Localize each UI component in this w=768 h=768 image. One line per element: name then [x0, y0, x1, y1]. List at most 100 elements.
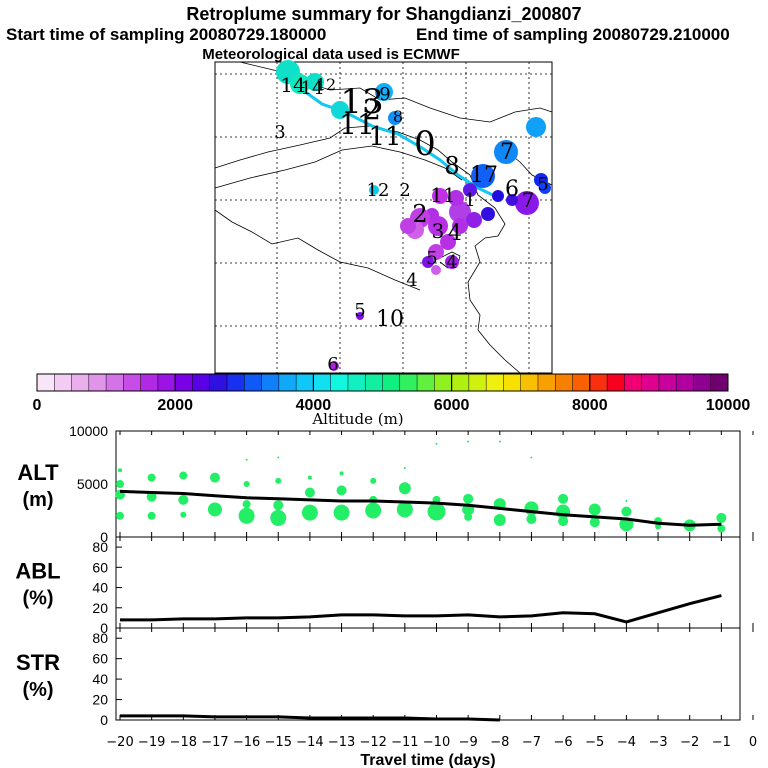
map-day-label-2: 12 — [316, 75, 336, 94]
map-bubble-32 — [400, 218, 416, 234]
colorbar-cell-33 — [607, 374, 625, 391]
alt-point-35 — [467, 440, 470, 443]
map-bubble-26 — [422, 256, 434, 268]
map-day-label-5: 3 — [274, 122, 285, 143]
colorbar-tick-label-5: 10000 — [706, 397, 751, 414]
alt-point-4 — [147, 473, 156, 482]
map-day-label-6: 11 — [339, 108, 375, 141]
map-coastline-5 — [439, 251, 461, 269]
map-bubble-11 — [515, 191, 539, 215]
map-day-label-16: 17 — [470, 163, 498, 188]
x-tick-label-0: −20 — [106, 735, 133, 750]
colorbar-cell-18 — [347, 374, 366, 391]
colorbar-cell-4 — [106, 374, 124, 391]
map-bubble-18 — [432, 188, 448, 204]
colorbar-cell-10 — [209, 374, 228, 391]
x-tick-label-12: −8 — [490, 735, 509, 750]
x-tick-label-8: −12 — [359, 735, 386, 750]
alt-point-28 — [365, 502, 382, 519]
map-bubble-27 — [431, 265, 441, 275]
alt-point-10 — [209, 472, 220, 483]
colorbar-cell-20 — [382, 374, 401, 391]
alt-point-34 — [427, 502, 446, 521]
map-coastline-1 — [214, 145, 463, 189]
map-day-label-3: 13 — [340, 82, 383, 122]
alt-point-14 — [242, 500, 251, 509]
str-title: STR — [16, 650, 60, 675]
abl-ytick-label-4: 80 — [92, 539, 108, 555]
alt-point-18 — [273, 500, 284, 511]
str-panel-frame — [115, 627, 741, 721]
alt-unit: (m) — [22, 489, 53, 511]
alt-point-6 — [147, 511, 156, 520]
map-day-label-1: 14 — [301, 78, 324, 99]
alt-point-9 — [180, 511, 187, 518]
colorbar-cell-26 — [486, 374, 504, 391]
x-axis-title: Travel time (days) — [360, 752, 495, 768]
alt-point-13 — [243, 481, 250, 487]
alt-point-36 — [463, 493, 474, 504]
alt-point-38 — [464, 512, 473, 521]
alt-point-3 — [116, 511, 124, 520]
x-tick-label-18: −2 — [680, 735, 699, 750]
map-bubble-10 — [539, 182, 551, 194]
colorbar-cell-6 — [140, 374, 159, 391]
map-day-label-8: 11 — [368, 122, 401, 152]
map-bubble-2 — [306, 73, 324, 91]
alt-point-7 — [179, 471, 188, 480]
x-tick-label-4: −16 — [233, 735, 260, 750]
alt-point-22 — [301, 504, 318, 521]
alt-point-19 — [270, 509, 287, 526]
abl-line — [120, 594, 722, 624]
abl-ytick-label-1: 20 — [92, 600, 108, 616]
alt-point-48 — [588, 503, 601, 516]
x-tick-label-5: −15 — [265, 735, 292, 750]
str-line — [120, 714, 500, 722]
colorbar-cell-39 — [710, 374, 729, 391]
colorbar-tick-label-3: 6000 — [434, 397, 470, 414]
str-ytick-label-0: 0 — [100, 712, 108, 728]
colorbar-cell-16 — [313, 374, 332, 391]
map-coastline-2 — [467, 174, 521, 374]
colorbar-cell-9 — [192, 374, 211, 391]
x-tick-label-16: −4 — [617, 735, 636, 750]
x-tick-label-15: −5 — [585, 735, 604, 750]
start-time-label: Start time of sampling 20080729.180000 — [6, 25, 327, 44]
colorbar-cell-29 — [537, 374, 556, 391]
map-day-label-22: 4 — [448, 221, 462, 246]
colorbar-cell-21 — [399, 374, 418, 391]
alt-point-16 — [277, 456, 280, 459]
alt-point-51 — [621, 506, 632, 517]
alt-point-30 — [398, 482, 411, 495]
colorbar-tick-label-1: 2000 — [157, 397, 193, 414]
map-bubble-8 — [526, 117, 546, 137]
alt-point-47 — [558, 516, 569, 527]
x-tick-label-9: −11 — [391, 735, 418, 750]
colorbar-cell-13 — [261, 374, 280, 391]
map-coastline-4 — [214, 209, 421, 291]
alt-point-49 — [589, 517, 600, 528]
map-day-label-17: 6 — [505, 177, 519, 202]
alt-mean-line — [119, 489, 722, 527]
map-bubble-31 — [466, 212, 482, 228]
colorbar-cell-2 — [71, 374, 90, 391]
alt-point-8 — [178, 494, 189, 505]
str-ytick-label-4: 80 — [92, 630, 108, 646]
x-tick-label-3: −17 — [201, 735, 228, 750]
trajectory-path — [285, 69, 496, 198]
alt-point-15 — [238, 507, 255, 524]
colorbar-cell-11 — [227, 374, 245, 391]
abl-panel-frame — [115, 536, 741, 629]
met-data-label: Meteorological data used is ECMWF — [202, 46, 460, 63]
alt-point-0 — [118, 468, 122, 473]
map-day-label-21: 2 — [412, 200, 427, 228]
abl-unit: (%) — [22, 588, 53, 610]
abl-ytick-label-2: 40 — [92, 580, 108, 596]
map-day-label-18: 7 — [522, 188, 535, 212]
alt-point-54 — [655, 523, 662, 530]
alt-point-56 — [716, 512, 727, 523]
x-tick-label-19: −1 — [712, 735, 731, 750]
x-tick-label-11: −9 — [459, 735, 478, 750]
alt-panel-frame — [115, 430, 741, 538]
